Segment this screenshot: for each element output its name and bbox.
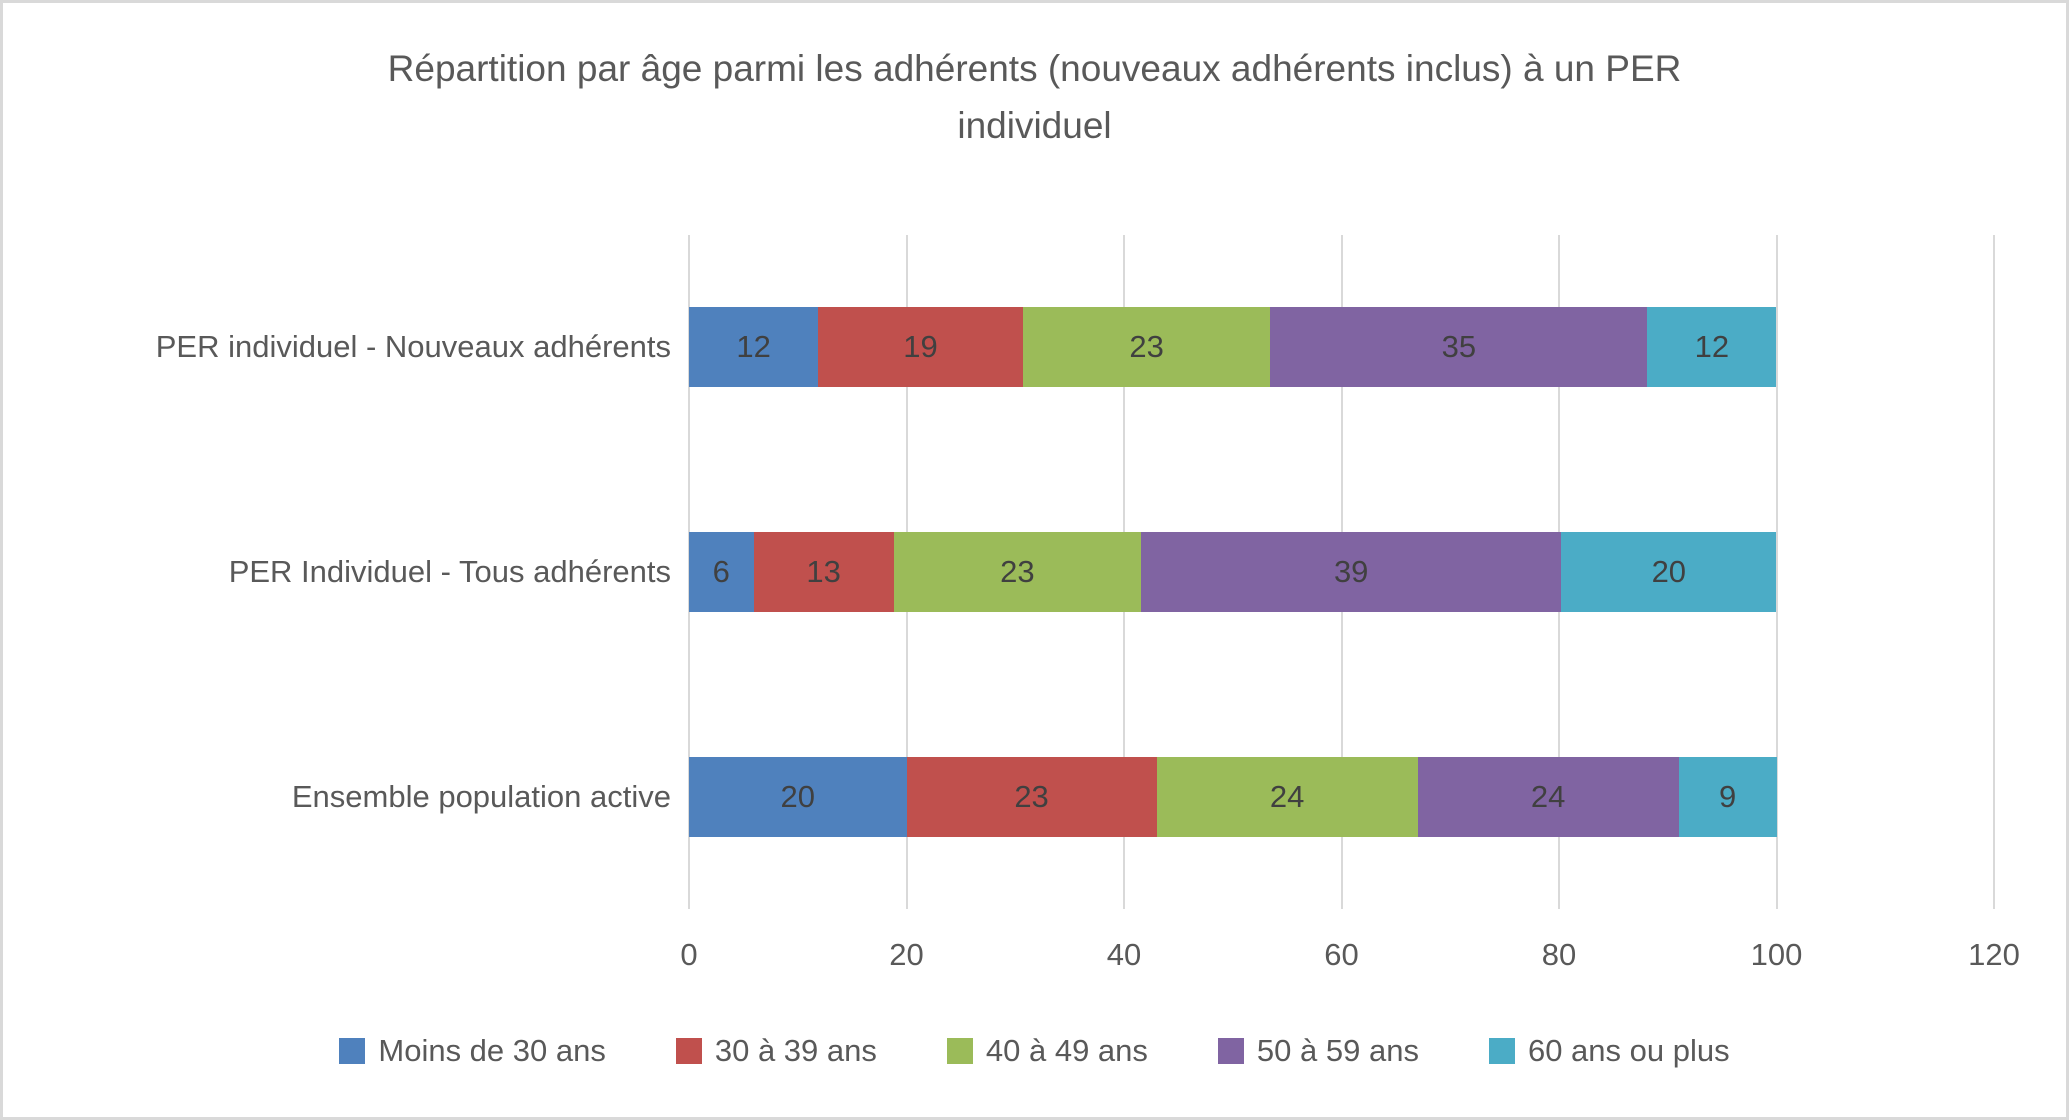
x-axis-tick-label: 20 bbox=[889, 937, 924, 972]
legend-swatch bbox=[1217, 1038, 1244, 1064]
bar-row: 12 19 23 35 12 bbox=[689, 307, 1994, 388]
bar-segment: 24 bbox=[1156, 756, 1418, 837]
bar-row: 20 23 24 24 9 bbox=[689, 756, 1994, 837]
bar-value-label: 6 bbox=[712, 554, 730, 589]
legend-label: 50 à 59 ans bbox=[1256, 1033, 1419, 1068]
bar-segment: 35 bbox=[1270, 307, 1648, 388]
legend-item: 30 à 39 ans bbox=[675, 1033, 877, 1069]
bar-value-label: 12 bbox=[736, 329, 771, 365]
bar-segment: 6 bbox=[689, 532, 754, 612]
bar-value-label: 35 bbox=[1441, 329, 1477, 365]
x-axis-tick-label: 60 bbox=[1324, 937, 1359, 972]
bar-segment: 12 bbox=[689, 307, 819, 388]
category-label: PER Individuel - Tous adhérents bbox=[228, 554, 671, 589]
x-axis-tick-label: 40 bbox=[1106, 937, 1142, 972]
bar-segment: 39 bbox=[1141, 532, 1562, 612]
bar-value-label: 24 bbox=[1269, 778, 1305, 814]
bar-segment: 12 bbox=[1647, 307, 1777, 388]
legend-item: Moins de 30 ans bbox=[339, 1033, 606, 1069]
bar-segment: 24 bbox=[1417, 756, 1679, 837]
x-axis-tick-label: 0 bbox=[680, 937, 698, 972]
bar-segment: 23 bbox=[893, 532, 1142, 612]
bar-value-label: 39 bbox=[1333, 554, 1369, 589]
gridline bbox=[1993, 235, 1995, 909]
category-labels: PER individuel - Nouveaux adhérents PER I… bbox=[3, 235, 671, 909]
bar-value-label: 20 bbox=[780, 778, 815, 814]
bar-value-label: 23 bbox=[1000, 554, 1035, 589]
legend-swatch bbox=[339, 1038, 366, 1064]
legend: Moins de 30 ans 30 à 39 ans 40 à 49 ans 50 … bbox=[3, 1033, 2066, 1069]
category-label: PER individuel - Nouveaux adhérents bbox=[155, 329, 671, 365]
x-axis-tick-label: 80 bbox=[1541, 937, 1577, 972]
legend-item: 50 à 59 ans bbox=[1217, 1033, 1419, 1069]
bar-segment: 20 bbox=[1561, 532, 1777, 612]
bar-segment: 19 bbox=[818, 307, 1023, 388]
legend-label: Moins de 30 ans bbox=[378, 1033, 606, 1068]
x-axis-tick-label: 100 bbox=[1750, 937, 1803, 972]
bar-value-label: 12 bbox=[1694, 329, 1730, 365]
bar-value-label: 23 bbox=[1014, 778, 1049, 814]
bar-segment: 23 bbox=[906, 756, 1157, 837]
bar-value-label: 20 bbox=[1651, 554, 1687, 589]
x-axis: 0 20 40 60 80 100 120 bbox=[680, 937, 2019, 983]
gridline bbox=[1775, 235, 1778, 909]
bar-value-label: 19 bbox=[903, 329, 938, 365]
bar-segment: 23 bbox=[1022, 307, 1271, 388]
bar-segment: 9 bbox=[1678, 756, 1777, 837]
bar-row: 6 13 23 39 20 bbox=[689, 532, 1994, 612]
legend-item: 60 ans ou plus bbox=[1488, 1033, 1730, 1069]
legend-label: 40 à 49 ans bbox=[985, 1033, 1148, 1068]
legend-swatch bbox=[675, 1038, 702, 1064]
bar-value-label: 23 bbox=[1129, 329, 1164, 365]
legend-item: 40 à 49 ans bbox=[946, 1033, 1148, 1069]
category-label: Ensemble population active bbox=[291, 778, 671, 814]
chart-title: Répartition par âge parmi les adhérents … bbox=[387, 48, 1682, 146]
legend-swatch bbox=[946, 1038, 973, 1064]
bar-value-label: 24 bbox=[1530, 778, 1566, 814]
legend-swatch bbox=[1488, 1038, 1515, 1064]
bar-value-label: 9 bbox=[1718, 778, 1737, 814]
bar-segment: 20 bbox=[689, 756, 907, 837]
plot-area: 12 19 23 35 12 6 13 23 39 20 20 23 24 24 9 bbox=[688, 235, 1995, 909]
bar-value-label: 13 bbox=[806, 554, 841, 589]
legend-label: 60 ans ou plus bbox=[1527, 1033, 1730, 1068]
x-axis-tick-label: 120 bbox=[1968, 937, 2020, 972]
legend-label: 30 à 39 ans bbox=[714, 1033, 877, 1068]
bar-segment: 13 bbox=[753, 532, 894, 612]
bars-layer: 12 19 23 35 12 6 13 23 39 20 20 23 24 24 9 bbox=[689, 235, 1994, 909]
